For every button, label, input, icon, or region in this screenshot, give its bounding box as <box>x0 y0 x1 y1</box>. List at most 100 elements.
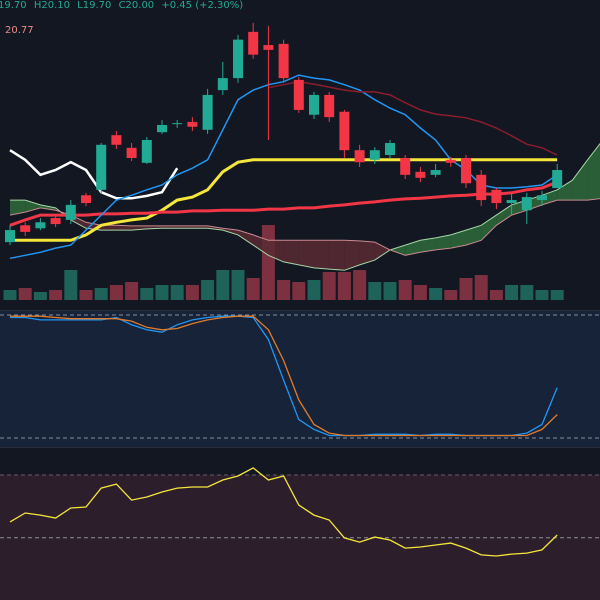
cloud-segment <box>572 159 588 201</box>
line <box>9 180 558 227</box>
cloud-segment <box>10 200 26 216</box>
candle-body <box>217 78 228 91</box>
cloud-segment <box>450 230 466 249</box>
volume-bar <box>444 290 458 300</box>
volume-bar <box>49 290 63 300</box>
candle-body <box>537 195 547 201</box>
cloud-segment <box>40 204 56 211</box>
candle-body <box>415 171 426 178</box>
candle-body <box>35 222 46 229</box>
cloud-segment <box>435 234 451 250</box>
candle-body <box>491 189 502 204</box>
volume-bar <box>474 275 488 300</box>
volume-bar <box>353 270 367 300</box>
cloud-segment <box>25 200 41 213</box>
cloud-segment <box>162 225 178 229</box>
volume-bar <box>429 288 443 300</box>
candle-body <box>111 135 122 145</box>
candle-body <box>50 218 61 225</box>
volume-bar <box>185 285 199 300</box>
candle-body <box>81 195 91 204</box>
candle-body <box>461 158 471 184</box>
price-label: 20.77 <box>5 25 34 36</box>
volume-bar <box>33 292 47 300</box>
volume-bar <box>505 285 519 300</box>
volume-bar <box>398 280 412 300</box>
candle-body <box>324 94 335 118</box>
gap <box>0 448 600 474</box>
cloud-segment <box>116 225 132 231</box>
volume-bar <box>64 270 78 300</box>
volume-bar <box>261 225 275 300</box>
volume-bar <box>79 290 93 300</box>
volume-bar <box>292 282 306 300</box>
cloud-segment <box>253 234 269 256</box>
volume-bar <box>459 278 473 300</box>
volume-bar <box>155 285 169 300</box>
candle-body <box>339 111 350 151</box>
volume-bar <box>383 282 397 300</box>
cloud-segment <box>177 225 193 229</box>
cloud-segment <box>374 242 390 261</box>
volume-bar <box>231 270 245 300</box>
rsi-panel <box>0 475 600 600</box>
high-label: H20.10 <box>34 0 70 11</box>
candle-body <box>20 225 31 232</box>
candle-body <box>445 159 456 163</box>
cloud-segment <box>329 240 345 271</box>
candle-body <box>369 150 380 160</box>
close-label: C20.00 <box>119 0 155 11</box>
separator <box>0 447 600 448</box>
cloud-segment <box>420 237 436 253</box>
candle-body <box>233 39 243 79</box>
candle-body <box>278 43 289 79</box>
low-label: L19.70 <box>77 0 111 11</box>
volume-bar <box>337 272 351 300</box>
line <box>9 467 558 557</box>
candle-body <box>65 204 76 220</box>
open-label: 19.70 <box>0 0 27 11</box>
cloud-segment <box>192 225 208 229</box>
candle-body <box>187 121 198 127</box>
volume-bar <box>94 288 108 300</box>
cloud-segment <box>390 245 406 256</box>
line <box>9 149 179 200</box>
cloud-segment <box>587 143 600 201</box>
candle-body <box>430 170 441 175</box>
volume-bar <box>307 280 321 300</box>
header: 19.70 H20.10 L19.70 C20.00 +0.45 (+2.30%… <box>0 0 243 11</box>
candle-body <box>263 45 274 50</box>
candle-body <box>5 230 15 243</box>
volume-bar <box>170 285 184 300</box>
candle-body <box>248 31 259 55</box>
volume-bar <box>3 290 17 300</box>
candle-body <box>521 197 532 211</box>
cloud-segment <box>496 204 512 226</box>
cloud-segment <box>466 225 482 246</box>
volume-bar <box>413 285 427 300</box>
candle-body <box>126 147 137 159</box>
volume-bar <box>18 288 32 300</box>
volume-bar <box>535 290 549 300</box>
cloud-segment <box>314 240 330 270</box>
cloud-segment <box>557 180 573 201</box>
volume-bar <box>550 290 564 300</box>
separator <box>0 310 600 311</box>
candle-body <box>476 174 487 201</box>
volume-bar <box>368 282 382 300</box>
cloud-segment <box>344 240 360 271</box>
line <box>268 80 558 156</box>
cloud-segment <box>283 240 299 265</box>
candle-body <box>172 123 183 125</box>
cloud-segment <box>359 240 375 265</box>
volume-bar <box>125 282 139 300</box>
change-label: +0.45 (+2.30%) <box>161 0 243 11</box>
volume-bar <box>520 285 534 300</box>
volume-bar <box>246 278 260 300</box>
candle-body <box>141 139 152 163</box>
candle-body <box>157 124 167 133</box>
line <box>10 315 558 437</box>
volume-bar <box>489 290 503 300</box>
candle-body <box>354 150 365 163</box>
